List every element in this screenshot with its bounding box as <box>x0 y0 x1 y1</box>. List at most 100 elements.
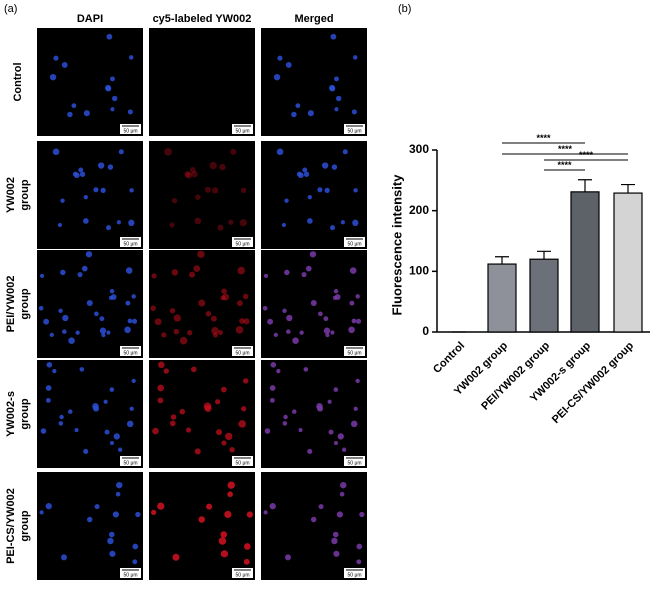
cy5-signal <box>209 161 217 170</box>
column-header: cy5-labeled YW002 <box>153 13 252 25</box>
error-bar <box>495 256 509 265</box>
nucleus <box>77 272 83 278</box>
cy5-signal <box>157 397 164 404</box>
merged-cell <box>356 559 362 565</box>
merged-cell <box>355 378 360 384</box>
nucleus <box>49 73 57 81</box>
scale-bar-label: 50 μm <box>348 241 362 247</box>
merged-cell <box>352 55 358 60</box>
scale-bar-box <box>120 456 141 466</box>
merged-cell <box>353 188 358 193</box>
cy5-signal <box>220 531 228 538</box>
significance-label: **** <box>557 160 572 170</box>
merged-cell <box>286 329 291 334</box>
nucleus <box>46 362 53 368</box>
cy5-signal <box>189 271 196 278</box>
row-label: PEI-CS/YW002 <box>5 488 17 564</box>
cy5-signal <box>172 553 180 561</box>
merged-cell <box>281 222 286 228</box>
nucleus <box>40 428 47 434</box>
scale-bar-label: 50 μm <box>236 350 250 356</box>
nucleus <box>110 76 115 82</box>
scale-bar-label: 50 μm <box>348 350 362 356</box>
scale-bar-box <box>232 346 253 356</box>
cy5-signal <box>240 187 247 194</box>
merged-cell <box>316 403 323 410</box>
row-label: group <box>19 179 31 210</box>
nucleus <box>83 448 89 455</box>
merged-cell <box>327 399 332 404</box>
cy5-signal <box>161 332 167 338</box>
nucleus <box>111 95 118 102</box>
merged-cell <box>332 531 339 538</box>
nucleus <box>92 403 99 410</box>
nucleus <box>128 55 134 60</box>
cy5-signal <box>225 432 233 441</box>
merged-cell <box>307 110 314 117</box>
cy5-signal <box>150 509 157 516</box>
cy5-signal <box>195 194 201 200</box>
nucleus <box>60 269 66 276</box>
micrograph <box>261 360 367 468</box>
cy5-signal <box>230 148 237 155</box>
nucleus <box>68 337 75 345</box>
nucleus <box>38 305 44 311</box>
y-tick-label: 200 <box>409 203 429 217</box>
scale-bar-box <box>232 124 253 134</box>
merged-cell <box>302 167 308 173</box>
merged-cell <box>330 330 335 335</box>
nucleus <box>86 516 93 523</box>
merged-cell <box>334 76 339 82</box>
cy5-signal <box>191 366 197 373</box>
merged-cell <box>301 272 307 278</box>
scale-bar-box <box>120 124 141 134</box>
cy5-signal <box>158 361 165 369</box>
merged-cell <box>334 107 339 112</box>
nucleus <box>39 510 44 515</box>
merged-cell <box>318 311 323 317</box>
nucleus <box>62 329 67 334</box>
nucleus <box>86 300 93 307</box>
nucleus <box>39 273 45 278</box>
micrograph <box>149 360 255 468</box>
cy5-signal <box>185 171 193 179</box>
significance-label: **** <box>558 144 573 154</box>
nucleus <box>124 326 131 334</box>
merged-cell <box>325 333 330 338</box>
cy5-signal <box>228 219 234 225</box>
cy5-signal <box>243 558 250 565</box>
nucleus <box>127 109 133 115</box>
merged-cell <box>349 300 355 306</box>
nucleus <box>107 164 114 170</box>
merged-cell <box>307 448 313 455</box>
merged-cell <box>309 251 317 258</box>
merged-cell <box>269 397 275 403</box>
nucleus <box>60 198 65 203</box>
scale-bar-box <box>232 237 253 247</box>
merged-cell <box>264 428 271 434</box>
cy5-signal <box>152 427 159 435</box>
scale-bar-label: 50 μm <box>236 460 250 466</box>
nucleus <box>109 440 115 446</box>
nucleus <box>68 409 73 414</box>
cy5-signal <box>154 318 162 326</box>
scale-bar-label: 50 μm <box>124 128 138 134</box>
nucleus <box>107 537 114 545</box>
scale-bar-label: 50 μm <box>236 128 250 134</box>
cy5-signal <box>194 448 201 455</box>
merged-cell <box>273 332 278 338</box>
nucleus <box>117 447 123 452</box>
y-tick-label: 300 <box>409 142 429 156</box>
scale-bar-label: 50 μm <box>348 572 362 578</box>
column-header: Merged <box>294 13 333 25</box>
nucleus <box>52 368 57 374</box>
nucleus <box>72 171 78 177</box>
column-header: DAPI <box>77 13 103 25</box>
nucleus <box>128 219 135 226</box>
merged-cell <box>295 103 301 109</box>
cy5-signal <box>193 265 201 272</box>
nucleus <box>94 311 99 317</box>
nucleus <box>94 504 100 510</box>
merged-cell <box>349 267 357 274</box>
scale-bar-label: 50 μm <box>236 241 250 247</box>
